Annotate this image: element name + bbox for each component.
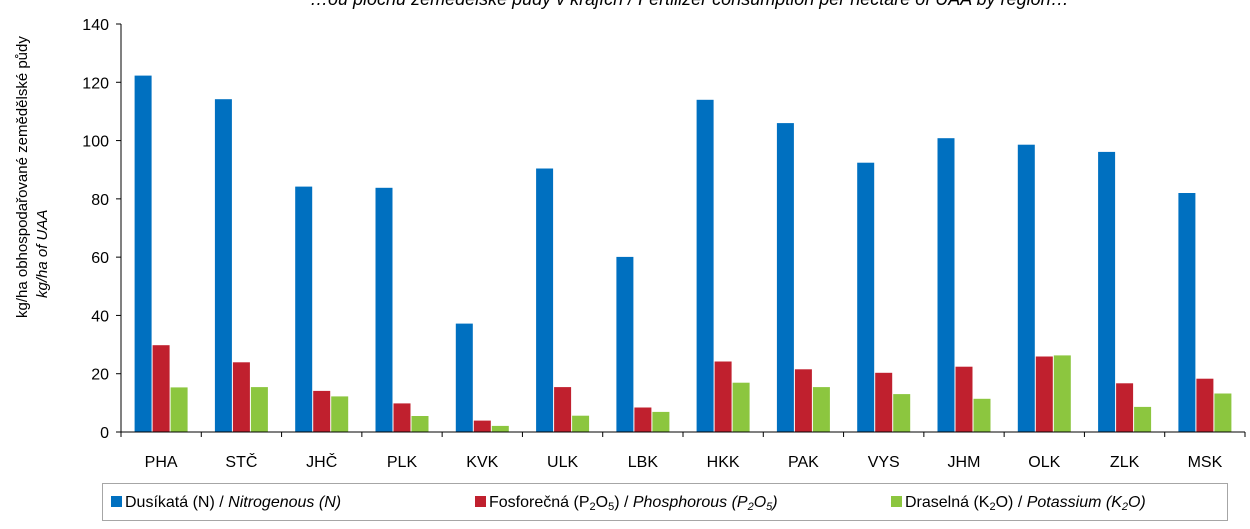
chart-title: …ou plochu zemědělské půdy v krajích / F… <box>0 0 1250 14</box>
legend-text: O <box>753 494 767 511</box>
legend-label-potassium: Draselná (K <box>905 494 990 511</box>
x-tick-label: PLK <box>387 454 418 471</box>
bar-potassium-stč <box>250 387 268 432</box>
subscript: 2 <box>989 501 996 513</box>
legend-text: O <box>595 494 609 511</box>
bar-phosphorous-kvk <box>473 420 491 432</box>
bar-potassium-ulk <box>572 415 590 432</box>
x-tick-label: HKK <box>707 454 740 471</box>
y-axis-label: kg/ha obhospodařované zemědělské půdy <box>14 36 31 318</box>
y-tick-label: 20 <box>91 367 109 384</box>
x-tick-label: JHM <box>948 454 981 471</box>
bar-phosphorous-pha <box>152 345 170 432</box>
x-tick-label: JHČ <box>306 452 337 471</box>
bar-phosphorous-plk <box>393 403 411 432</box>
x-tick-label: MSK <box>1188 454 1223 471</box>
y-tick-label: 100 <box>82 134 109 151</box>
legend-swatch-nitrogenous <box>111 496 122 507</box>
legend-swatch-phosphorous <box>475 496 486 507</box>
legend-label-phosphorous: Fosforečná (P <box>489 494 590 511</box>
bar-potassium-olk <box>1053 355 1071 432</box>
bar-nitrogenous-lbk <box>616 256 634 432</box>
x-tick-label: LBK <box>628 454 659 471</box>
bar-potassium-zlk <box>1134 406 1152 432</box>
x-tick-label: ZLK <box>1110 454 1140 471</box>
bar-potassium-kvk <box>491 425 509 432</box>
legend: Dusíkatá (N) / Nitrogenous (N) Fosforečn… <box>102 483 1228 521</box>
bar-phosphorous-zlk <box>1116 383 1134 432</box>
bar-nitrogenous-jhm <box>937 138 955 432</box>
bar-potassium-jhč <box>331 396 349 432</box>
x-tick-label: VYS <box>868 454 900 471</box>
subscript: 5 <box>608 501 615 513</box>
bar-nitrogenous-jhč <box>295 186 313 432</box>
y-tick-label: 120 <box>82 75 109 92</box>
bar-phosphorous-ulk <box>554 387 572 432</box>
subscript: 2 <box>589 501 596 513</box>
chart-title-text: …ou plochu zemědělské půdy v krajích / F… <box>310 0 1069 10</box>
bar-potassium-plk <box>411 416 429 432</box>
bar-potassium-msk <box>1214 393 1232 432</box>
y-tick-label: 140 <box>82 17 109 34</box>
bar-nitrogenous-msk <box>1178 193 1196 432</box>
bar-phosphorous-jhč <box>313 390 331 432</box>
bar-potassium-lbk <box>652 411 670 432</box>
legend-item-nitrogenous: Dusíkatá (N) / Nitrogenous (N) <box>111 494 341 512</box>
legend-swatch-potassium <box>891 496 902 507</box>
x-tick-label: ULK <box>547 454 578 471</box>
x-tick-label: STČ <box>225 452 257 471</box>
legend-text: Potassium (K <box>1026 494 1122 511</box>
axes <box>116 23 1246 437</box>
bar-phosphorous-msk <box>1196 378 1214 432</box>
legend-text: ) / <box>614 494 633 511</box>
y-tick-label: 60 <box>91 250 109 267</box>
bar-nitrogenous-pak <box>776 123 794 432</box>
bar-nitrogenous-vys <box>857 162 875 432</box>
x-tick-label: KVK <box>466 454 498 471</box>
legend-label-phosphorous-en: Phosphorous (P2O5) <box>632 494 778 513</box>
legend-label-nitrogenous: Dusíkatá (N) / <box>125 494 229 511</box>
bar-nitrogenous-stč <box>214 99 232 432</box>
bar-phosphorous-hkk <box>714 361 732 432</box>
y-tick-label: 80 <box>91 192 109 209</box>
bar-nitrogenous-pha <box>134 75 152 432</box>
bar-potassium-pha <box>170 387 188 432</box>
legend-item-potassium: Draselná (K2O) / Potassium (K2O) <box>891 494 1146 513</box>
legend-text: ) <box>772 494 778 511</box>
bar-nitrogenous-ulk <box>536 168 554 432</box>
subscript: 5 <box>766 501 773 513</box>
legend-text: O) / <box>995 494 1027 511</box>
bar-potassium-jhm <box>973 398 991 432</box>
bar-nitrogenous-olk <box>1017 144 1035 432</box>
subscript: 2 <box>1121 501 1128 513</box>
bar-phosphorous-olk <box>1035 356 1053 432</box>
bar-group <box>134 75 1232 433</box>
bar-phosphorous-stč <box>232 362 250 432</box>
x-tick-label: OLK <box>1028 454 1060 471</box>
bar-phosphorous-vys <box>875 372 893 432</box>
y-axis-label-english: kg/ha of UAA <box>34 209 51 298</box>
bar-nitrogenous-kvk <box>455 323 473 432</box>
bar-potassium-vys <box>893 394 911 432</box>
legend-label-nitrogenous-en: Nitrogenous (N) <box>228 494 342 511</box>
legend-text: O) <box>1127 494 1146 511</box>
bar-nitrogenous-plk <box>375 187 393 432</box>
y-tick-label: 0 <box>100 425 109 442</box>
bar-phosphorous-lbk <box>634 407 652 432</box>
bar-potassium-pak <box>812 387 830 432</box>
bar-phosphorous-pak <box>794 369 812 432</box>
legend-item-phosphorous: Fosforečná (P2O5) / Phosphorous (P2O5) <box>475 494 778 513</box>
bar-potassium-hkk <box>732 382 750 432</box>
x-tick-label: PAK <box>788 454 819 471</box>
legend-label-potassium-en: Potassium (K2O) <box>1026 494 1146 513</box>
bar-nitrogenous-hkk <box>696 99 714 433</box>
y-tick-label: 40 <box>91 308 109 325</box>
legend-text: Phosphorous (P <box>632 494 748 511</box>
bar-phosphorous-jhm <box>955 366 973 432</box>
x-tick-label: PHA <box>145 454 178 471</box>
tick-labels: PHA STČ JHČ PLK KVK ULK LBK HKK PAK VYS JHM OLK ZLK M… <box>82 17 1222 471</box>
subscript: 2 <box>747 501 754 513</box>
bar-nitrogenous-zlk <box>1098 151 1116 432</box>
